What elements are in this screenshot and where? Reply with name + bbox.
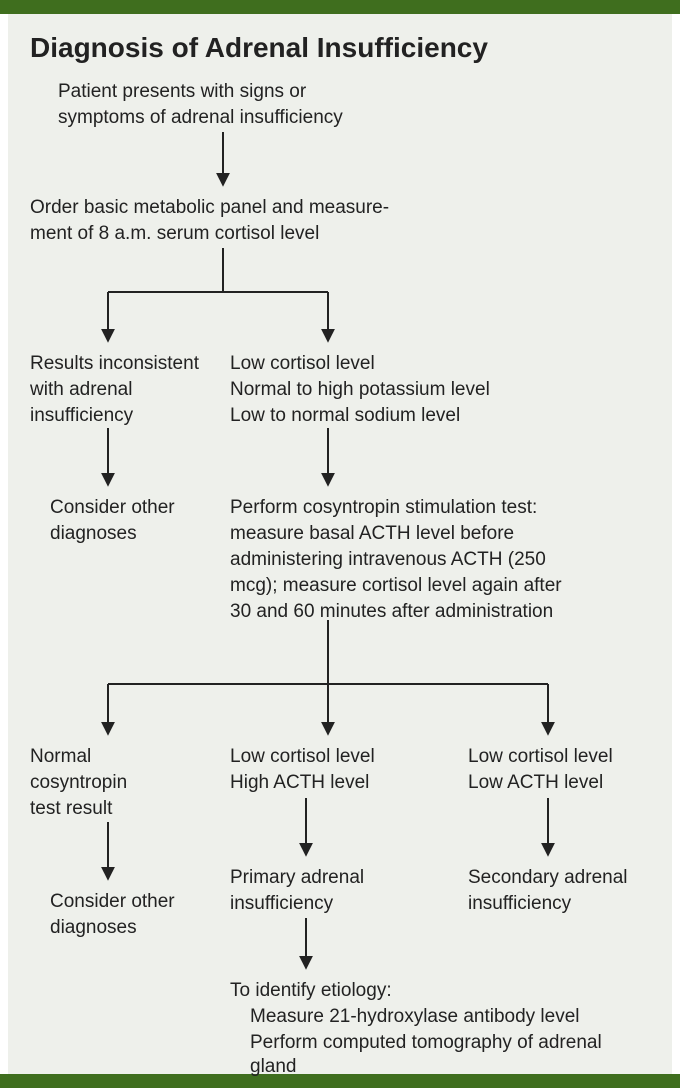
flow-node-line: 30 and 60 minutes after administration (230, 600, 630, 624)
flowchart-canvas: Diagnosis of Adrenal Insufficiency Patie… (8, 14, 672, 1074)
flow-node-n11: Low cortisol levelLow ACTH level (468, 745, 663, 797)
flow-node-n13: To identify etiology:Measure 21-hydroxyl… (230, 979, 650, 1081)
flow-node-line: Measure 21-hydroxylase antibody level (230, 1005, 650, 1029)
flow-node-line: measure basal ACTH level before (230, 522, 630, 546)
flow-node-n12: Secondary adrenalinsufficiency (468, 866, 663, 918)
flow-node-line: Perform computed tomography of adrenal g… (230, 1031, 650, 1079)
flow-node-line: ment of 8 a.m. serum cortisol level (30, 222, 450, 246)
flow-node-line: Patient presents with signs or (58, 80, 388, 104)
flow-node-line: To identify etiology: (230, 979, 650, 1003)
flow-node-n5: Low cortisol levelNormal to high potassi… (230, 352, 530, 430)
flow-node-line: diagnoses (50, 916, 220, 940)
flow-node-n3: Results inconsistentwith adrenalinsuffic… (30, 352, 220, 430)
flow-node-line: Low to normal sodium level (230, 404, 530, 428)
flow-node-n2: Order basic metabolic panel and measure-… (30, 196, 450, 248)
flow-node-line: Perform cosyntropin stimulation test: (230, 496, 630, 520)
flow-node-n8: Consider otherdiagnoses (50, 890, 220, 942)
flow-node-line: Results inconsistent (30, 352, 220, 376)
flow-node-line: Normal to high potassium level (230, 378, 530, 402)
flow-node-line: Low ACTH level (468, 771, 663, 795)
flow-node-line: cosyntropin (30, 771, 200, 795)
flow-node-line: Order basic metabolic panel and measure- (30, 196, 450, 220)
flow-node-line: mcg); measure cortisol level again after (230, 574, 630, 598)
flow-node-line: insufficiency (230, 892, 400, 916)
flow-node-line: Consider other (50, 890, 220, 914)
flow-node-line: insufficiency (30, 404, 220, 428)
flow-node-line: Primary adrenal (230, 866, 400, 890)
flow-node-n4: Consider otherdiagnoses (50, 496, 220, 548)
flow-node-n1: Patient presents with signs orsymptoms o… (58, 80, 388, 132)
flow-node-n9: Low cortisol levelHigh ACTH level (230, 745, 430, 797)
flow-node-line: High ACTH level (230, 771, 430, 795)
flow-node-line: Low cortisol level (468, 745, 663, 769)
flow-node-line: Normal (30, 745, 200, 769)
top-bar (0, 0, 680, 14)
chart-title: Diagnosis of Adrenal Insufficiency (30, 32, 650, 64)
flow-node-n6: Perform cosyntropin stimulation test:mea… (230, 496, 630, 626)
flow-node-line: symptoms of adrenal insufficiency (58, 106, 388, 130)
flow-node-n10: Primary adrenalinsufficiency (230, 866, 400, 918)
flow-node-line: Secondary adrenal (468, 866, 663, 890)
flow-node-line: diagnoses (50, 522, 220, 546)
flow-node-line: with adrenal (30, 378, 220, 402)
flow-node-line: insufficiency (468, 892, 663, 916)
flow-node-line: Low cortisol level (230, 745, 430, 769)
flow-node-line: Low cortisol level (230, 352, 530, 376)
flow-node-line: test result (30, 797, 200, 821)
flow-node-line: Consider other (50, 496, 220, 520)
flow-node-n7: Normalcosyntropintest result (30, 745, 200, 823)
flow-node-line: administering intravenous ACTH (250 (230, 548, 630, 572)
